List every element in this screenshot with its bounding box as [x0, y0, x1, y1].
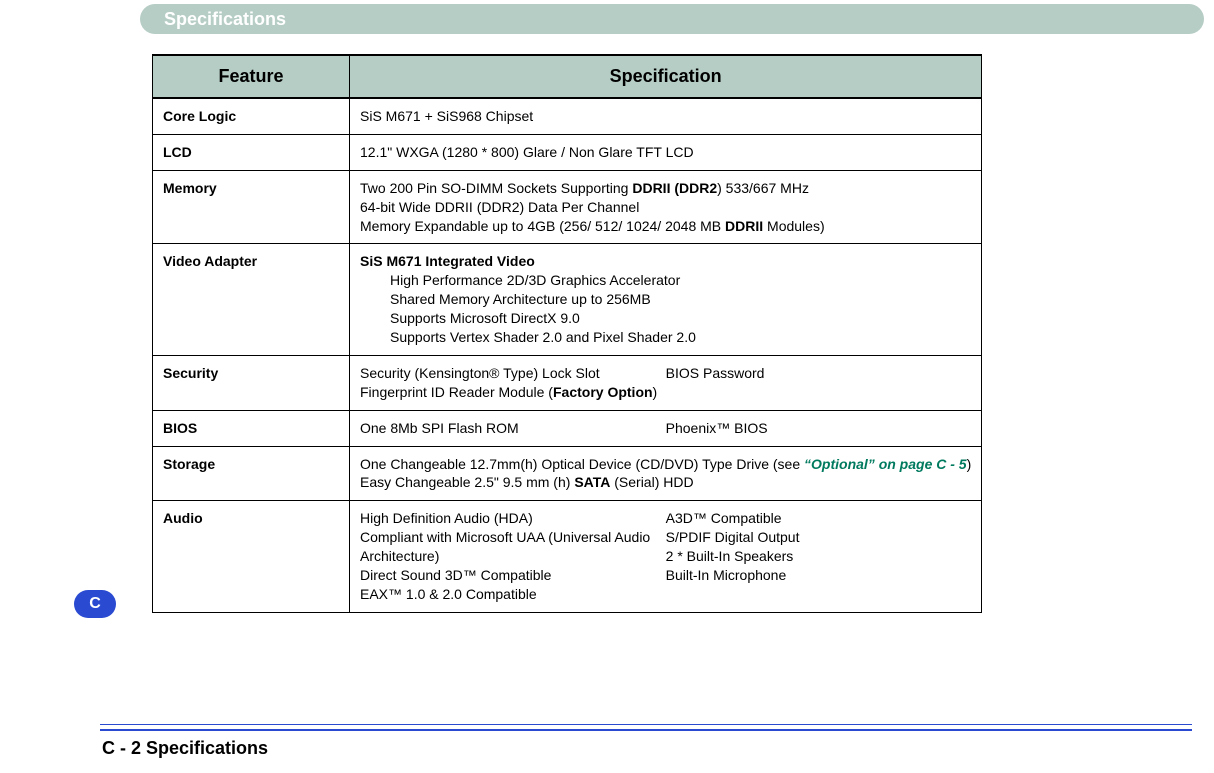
page-header-title: Specifications [164, 9, 286, 30]
cell-specification: SiS M671 Integrated VideoHigh Performanc… [350, 244, 982, 355]
col-specification: Specification [350, 55, 982, 98]
page-header: Specifications [140, 4, 1204, 34]
cell-feature: LCD [153, 134, 350, 170]
table-row: BIOSOne 8Mb SPI Flash ROMPhoenix™ BIOS [153, 410, 982, 446]
col-feature: Feature [153, 55, 350, 98]
section-tab: C [74, 590, 116, 618]
cell-feature: Security [153, 355, 350, 410]
cell-feature: Video Adapter [153, 244, 350, 355]
cell-feature: Audio [153, 501, 350, 612]
cell-specification: Two 200 Pin SO-DIMM Sockets Supporting D… [350, 170, 982, 244]
cell-specification: One Changeable 12.7mm(h) Optical Device … [350, 446, 982, 501]
cell-specification: One 8Mb SPI Flash ROMPhoenix™ BIOS [350, 410, 982, 446]
table-header-row: Feature Specification [153, 55, 982, 98]
cell-feature: Storage [153, 446, 350, 501]
footer-page-label: C - 2 Specifications [102, 738, 268, 759]
table-row: LCD12.1" WXGA (1280 * 800) Glare / Non G… [153, 134, 982, 170]
table-row: SecuritySecurity (Kensington® Type) Lock… [153, 355, 982, 410]
cell-specification: Security (Kensington® Type) Lock SlotFin… [350, 355, 982, 410]
table-row: MemoryTwo 200 Pin SO-DIMM Sockets Suppor… [153, 170, 982, 244]
cell-feature: BIOS [153, 410, 350, 446]
cell-specification: High Definition Audio (HDA)Compliant wit… [350, 501, 982, 612]
specifications-table: Feature Specification Core LogicSiS M671… [152, 54, 982, 613]
footer-rule [100, 724, 1192, 731]
table-row: Video AdapterSiS M671 Integrated VideoHi… [153, 244, 982, 355]
section-tab-label: C [89, 595, 101, 613]
cell-feature: Memory [153, 170, 350, 244]
cell-feature: Core Logic [153, 98, 350, 134]
table-row: AudioHigh Definition Audio (HDA)Complian… [153, 501, 982, 612]
table-row: Core LogicSiS M671 + SiS968 Chipset [153, 98, 982, 134]
cell-specification: 12.1" WXGA (1280 * 800) Glare / Non Glar… [350, 134, 982, 170]
table-row: StorageOne Changeable 12.7mm(h) Optical … [153, 446, 982, 501]
cell-specification: SiS M671 + SiS968 Chipset [350, 98, 982, 134]
